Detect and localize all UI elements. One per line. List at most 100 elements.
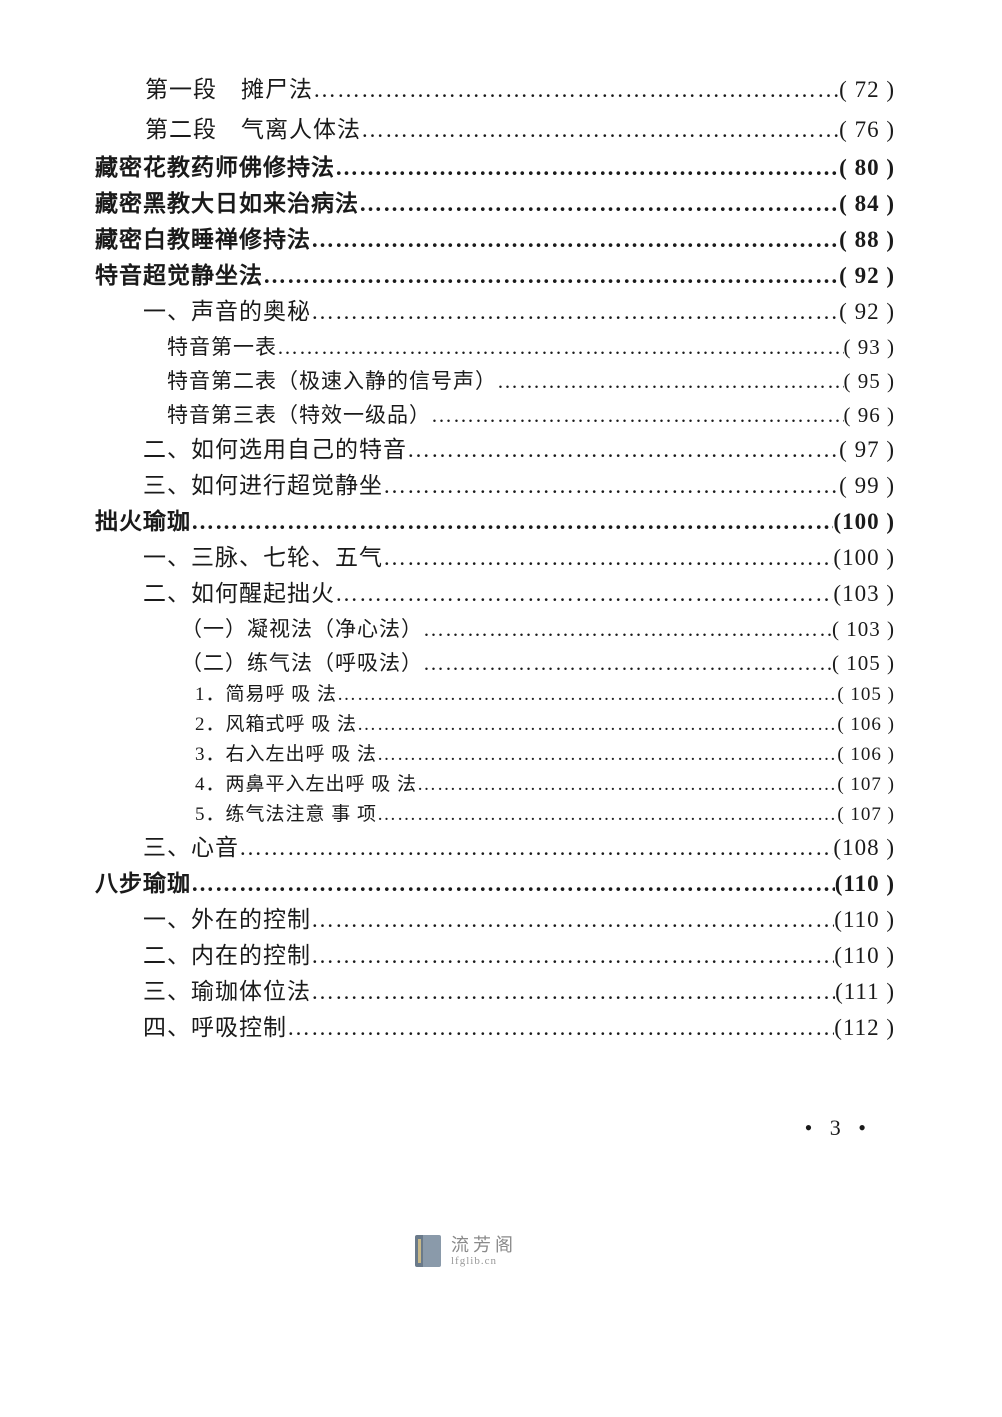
- toc-entry-page: ( 92 ): [839, 294, 895, 330]
- toc-entry-page: ( 105 ): [837, 680, 895, 710]
- toc-entry-title: 5．练气法注意 事 项: [195, 800, 377, 830]
- toc-entry-title: 八步瑜珈: [95, 866, 191, 902]
- toc-leader-dots: ……………………………………………………………………………………………………………: [311, 222, 839, 258]
- toc-leader-dots: ……………………………………………………………………………………………………………: [335, 576, 833, 612]
- toc-entry-page: (111 ): [835, 974, 895, 1010]
- toc-leader-dots: ……………………………………………………………………………………………………………: [287, 1010, 834, 1046]
- toc-row: 三、如何进行超觉静坐…………………………………………………………………………………: [95, 468, 895, 504]
- toc-entry-page: ( 92 ): [839, 258, 895, 294]
- toc-leader-dots: ……………………………………………………………………………………………………………: [383, 540, 833, 576]
- toc-row: 4．两鼻平入左出呼 吸 法…………………………………………………………………………: [95, 770, 895, 800]
- toc-entry-title: 拙火瑜珈: [95, 504, 191, 540]
- toc-entry-page: ( 105 ): [832, 646, 895, 680]
- toc-leader-dots: ……………………………………………………………………………………………………………: [423, 612, 832, 646]
- book-icon: [415, 1235, 441, 1267]
- toc-entry-title: 2．风箱式呼 吸 法: [195, 710, 357, 740]
- toc-row: 藏密花教药师佛修持法…………………………………………………………………………………: [95, 150, 895, 186]
- toc-row: 1．简易呼 吸 法……………………………………………………………………………………: [95, 680, 895, 710]
- toc-row: 一、三脉、七轮、五气…………………………………………………………………………………: [95, 540, 895, 576]
- watermark-cn: 流芳阁: [451, 1236, 517, 1254]
- toc-entry-page: ( 84 ): [839, 186, 895, 222]
- toc-entry-title: 二、内在的控制: [143, 938, 311, 974]
- toc-entry-title: 1．简易呼 吸 法: [195, 680, 337, 710]
- toc-row: 第一段 摊尸法…………………………………………………………………………………………: [95, 70, 895, 110]
- toc-entry-page: ( 96 ): [844, 398, 896, 432]
- toc-entry-page: (100 ): [833, 540, 895, 576]
- toc-entry-title: 藏密黑教大日如来治病法: [95, 186, 359, 222]
- watermark-en: lfglib.cn: [451, 1256, 517, 1267]
- toc-entry-title: 特音第二表（极速入静的信号声）: [167, 364, 497, 398]
- toc-entry-page: ( 99 ): [839, 468, 895, 504]
- toc-leader-dots: ……………………………………………………………………………………………………………: [423, 646, 832, 680]
- toc-leader-dots: ……………………………………………………………………………………………………………: [431, 398, 844, 432]
- toc-leader-dots: ……………………………………………………………………………………………………………: [377, 740, 837, 770]
- toc-entry-page: ( 103 ): [832, 612, 895, 646]
- toc-row: （二）练气法（呼吸法）………………………………………………………………………………: [95, 646, 895, 680]
- toc-leader-dots: ……………………………………………………………………………………………………………: [357, 710, 837, 740]
- toc-row: （一）凝视法（净心法）………………………………………………………………………………: [95, 612, 895, 646]
- watermark-text: 流芳阁 lfglib.cn: [451, 1236, 517, 1267]
- toc-entry-title: 第二段 气离人体法: [145, 110, 361, 150]
- toc-leader-dots: ……………………………………………………………………………………………………………: [417, 770, 837, 800]
- toc-row: 二、如何选用自己的特音………………………………………………………………………………: [95, 432, 895, 468]
- toc-entry-page: (110 ): [835, 866, 895, 902]
- toc-row: 5．练气法注意 事 项………………………………………………………………………………: [95, 800, 895, 830]
- toc-entry-page: ( 106 ): [837, 710, 895, 740]
- toc-entry-page: (108 ): [833, 830, 895, 866]
- toc-row: 四、呼吸控制……………………………………………………………………………………………: [95, 1010, 895, 1046]
- toc-entry-title: 三、瑜珈体位法: [143, 974, 311, 1010]
- toc-row: 三、瑜珈体位法…………………………………………………………………………………………: [95, 974, 895, 1010]
- toc-leader-dots: ……………………………………………………………………………………………………………: [337, 680, 837, 710]
- toc-entry-title: 一、三脉、七轮、五气: [143, 540, 383, 576]
- toc-leader-dots: ……………………………………………………………………………………………………………: [359, 186, 839, 222]
- toc-leader-dots: ……………………………………………………………………………………………………………: [361, 110, 839, 150]
- toc-entry-page: (110 ): [834, 938, 895, 974]
- toc-entry-title: 四、呼吸控制: [143, 1010, 287, 1046]
- toc-entry-page: (103 ): [833, 576, 895, 612]
- toc-leader-dots: ……………………………………………………………………………………………………………: [311, 902, 834, 938]
- toc-row: 特音第三表（特效一级品）……………………………………………………………………………: [95, 398, 895, 432]
- toc-entry-page: ( 107 ): [837, 800, 895, 830]
- toc-entry-page: ( 97 ): [839, 432, 895, 468]
- toc-entry-page: ( 88 ): [839, 222, 895, 258]
- toc-leader-dots: ……………………………………………………………………………………………………………: [335, 150, 839, 186]
- toc-entry-title: 藏密花教药师佛修持法: [95, 150, 335, 186]
- toc-entry-title: 3．右入左出呼 吸 法: [195, 740, 377, 770]
- toc-row: 特音第一表………………………………………………………………………………………………: [95, 330, 895, 364]
- toc-leader-dots: ……………………………………………………………………………………………………………: [239, 830, 833, 866]
- toc-entry-title: 一、外在的控制: [143, 902, 311, 938]
- toc-entry-title: 4．两鼻平入左出呼 吸 法: [195, 770, 417, 800]
- toc-entry-page: ( 72 ): [839, 70, 895, 110]
- toc-entry-page: ( 80 ): [839, 150, 895, 186]
- toc-entry-title: （一）凝视法（净心法）: [181, 612, 423, 646]
- toc-entry-page: ( 107 ): [837, 770, 895, 800]
- toc-leader-dots: ……………………………………………………………………………………………………………: [377, 800, 837, 830]
- toc-row: 特音超觉静坐法…………………………………………………………………………………………: [95, 258, 895, 294]
- toc-entry-title: （二）练气法（呼吸法）: [181, 646, 423, 680]
- toc-leader-dots: ……………………………………………………………………………………………………………: [313, 70, 839, 110]
- watermark: 流芳阁 lfglib.cn: [415, 1235, 517, 1267]
- toc-entry-page: ( 106 ): [837, 740, 895, 770]
- toc-row: 三、心音…………………………………………………………………………………………………: [95, 830, 895, 866]
- toc-leader-dots: ……………………………………………………………………………………………………………: [311, 294, 839, 330]
- toc-row: 二、如何醒起拙火………………………………………………………………………………………: [95, 576, 895, 612]
- toc-container: 第一段 摊尸法…………………………………………………………………………………………: [95, 70, 895, 1046]
- toc-row: 2．风箱式呼 吸 法…………………………………………………………………………………: [95, 710, 895, 740]
- toc-entry-page: ( 76 ): [839, 110, 895, 150]
- toc-leader-dots: ……………………………………………………………………………………………………………: [383, 468, 839, 504]
- page-number-footer: • 3 •: [805, 1115, 872, 1141]
- toc-leader-dots: ……………………………………………………………………………………………………………: [191, 504, 833, 540]
- toc-row: 第二段 气离人体法……………………………………………………………………………………: [95, 110, 895, 150]
- toc-entry-page: ( 93 ): [844, 330, 896, 364]
- toc-leader-dots: ……………………………………………………………………………………………………………: [311, 974, 835, 1010]
- toc-leader-dots: ……………………………………………………………………………………………………………: [277, 330, 844, 364]
- toc-row: 一、外在的控制…………………………………………………………………………………………: [95, 902, 895, 938]
- toc-entry-title: 特音第一表: [167, 330, 277, 364]
- toc-entry-title: 特音第三表（特效一级品）: [167, 398, 431, 432]
- toc-entry-title: 二、如何选用自己的特音: [143, 432, 407, 468]
- toc-leader-dots: ……………………………………………………………………………………………………………: [263, 258, 839, 294]
- toc-entry-page: ( 95 ): [844, 364, 896, 398]
- toc-row: 二、内在的控制…………………………………………………………………………………………: [95, 938, 895, 974]
- toc-entry-title: 藏密白教睡禅修持法: [95, 222, 311, 258]
- toc-row: 八步瑜珈…………………………………………………………………………………………………: [95, 866, 895, 902]
